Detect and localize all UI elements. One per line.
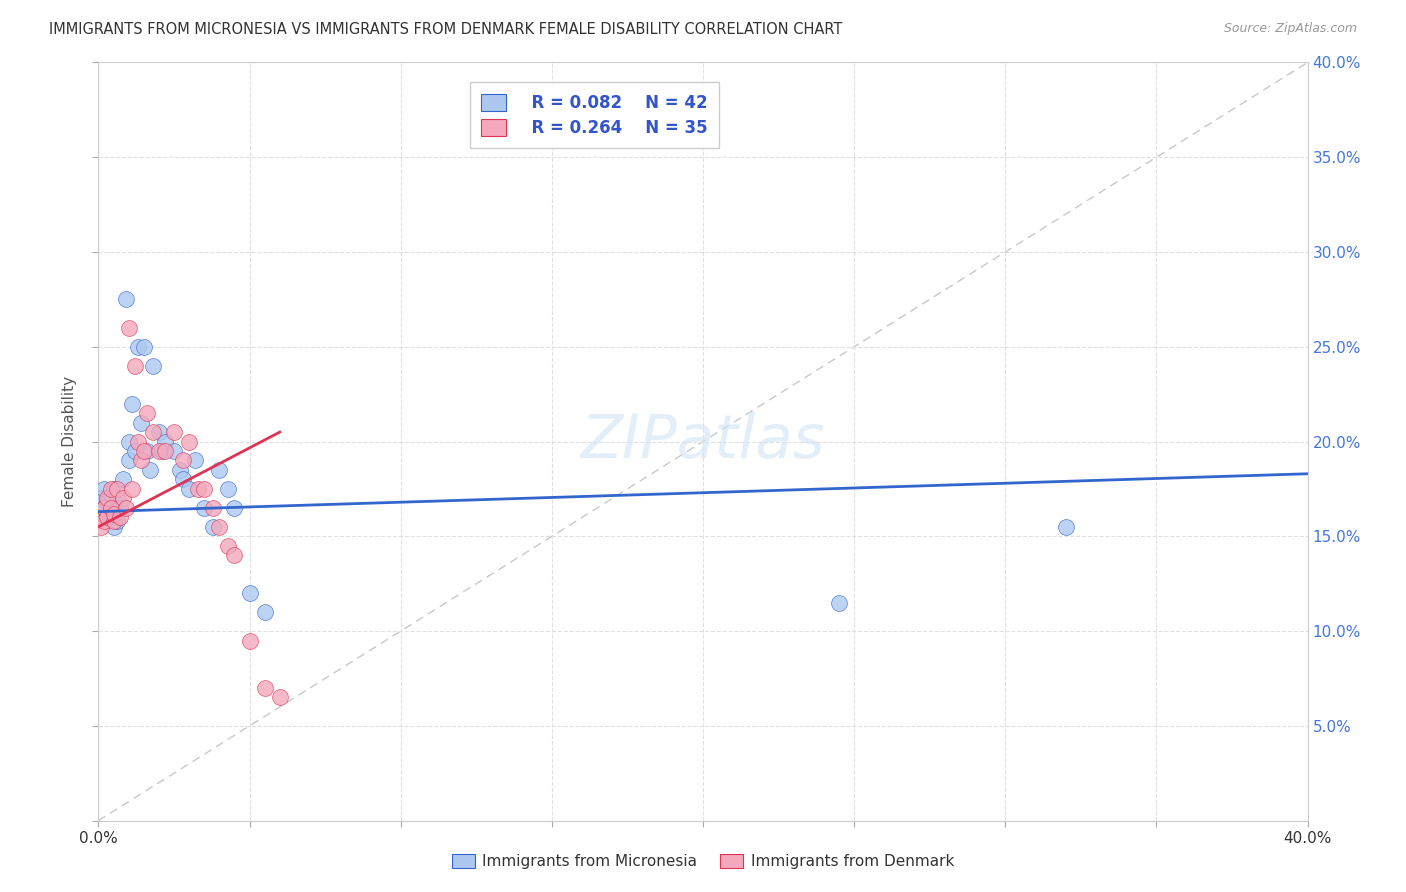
Point [163, 444, 186, 458]
Point [172, 453, 194, 467]
Point [132, 444, 155, 458]
Point [103, 507, 125, 521]
Point [108, 510, 131, 524]
Point [105, 514, 128, 528]
Point [93, 500, 115, 515]
Point [100, 507, 122, 521]
Point [172, 473, 194, 487]
Point [217, 539, 239, 553]
Point [93, 482, 115, 496]
Point [208, 463, 231, 477]
Point [100, 488, 122, 502]
Point [269, 690, 291, 705]
Point [108, 500, 131, 515]
Point [90, 520, 112, 534]
Point [90, 491, 112, 506]
Point [148, 444, 170, 458]
Point [103, 520, 125, 534]
Point [153, 444, 176, 458]
Legend:   R = 0.082    N = 42,   R = 0.264    N = 35: R = 0.082 N = 42, R = 0.264 N = 35 [470, 82, 718, 148]
Point [114, 500, 136, 515]
Point [105, 491, 128, 506]
Point [129, 416, 152, 430]
Point [163, 425, 186, 439]
Point [103, 514, 125, 528]
Point [193, 482, 215, 496]
Point [93, 514, 115, 528]
Point [121, 396, 143, 410]
Point [187, 482, 209, 496]
Point [100, 482, 122, 496]
Point [124, 359, 146, 373]
Point [124, 444, 146, 458]
Point [132, 340, 155, 354]
Point [135, 406, 157, 420]
Point [93, 500, 115, 515]
Point [150, 444, 173, 458]
Point [129, 453, 152, 467]
Point [224, 548, 246, 563]
Point [253, 681, 276, 695]
Point [239, 586, 262, 600]
Point [103, 482, 125, 496]
Point [169, 463, 191, 477]
Point [142, 359, 165, 373]
Point [96, 495, 118, 509]
Point [96, 491, 118, 506]
Point [127, 434, 149, 449]
Point [148, 425, 170, 439]
Point [179, 482, 201, 496]
Point [202, 520, 225, 534]
Point [239, 633, 262, 648]
Point [103, 500, 125, 515]
Point [135, 444, 157, 458]
Text: Source: ZipAtlas.com: Source: ZipAtlas.com [1223, 22, 1357, 36]
Point [100, 500, 122, 515]
Y-axis label: Female Disability: Female Disability [62, 376, 77, 508]
Point [208, 520, 231, 534]
Text: IMMIGRANTS FROM MICRONESIA VS IMMIGRANTS FROM DENMARK FEMALE DISABILITY CORRELAT: IMMIGRANTS FROM MICRONESIA VS IMMIGRANTS… [49, 22, 842, 37]
Point [111, 491, 134, 506]
Point [96, 510, 118, 524]
Point [142, 425, 165, 439]
Point [96, 510, 118, 524]
Point [111, 473, 134, 487]
Point [193, 500, 215, 515]
Point [179, 434, 201, 449]
Point [253, 605, 276, 619]
Point [114, 293, 136, 307]
Point [224, 500, 246, 515]
Point [184, 453, 207, 467]
Point [127, 340, 149, 354]
Point [118, 320, 141, 334]
Point [118, 434, 141, 449]
Point [139, 463, 162, 477]
Point [202, 500, 225, 515]
Text: ZIPatlas: ZIPatlas [581, 412, 825, 471]
Point [118, 453, 141, 467]
Point [1054, 520, 1077, 534]
Point [828, 596, 851, 610]
Point [217, 482, 239, 496]
Point [105, 482, 128, 496]
Legend: Immigrants from Micronesia, Immigrants from Denmark: Immigrants from Micronesia, Immigrants f… [446, 848, 960, 875]
Point [153, 434, 176, 449]
Point [121, 482, 143, 496]
